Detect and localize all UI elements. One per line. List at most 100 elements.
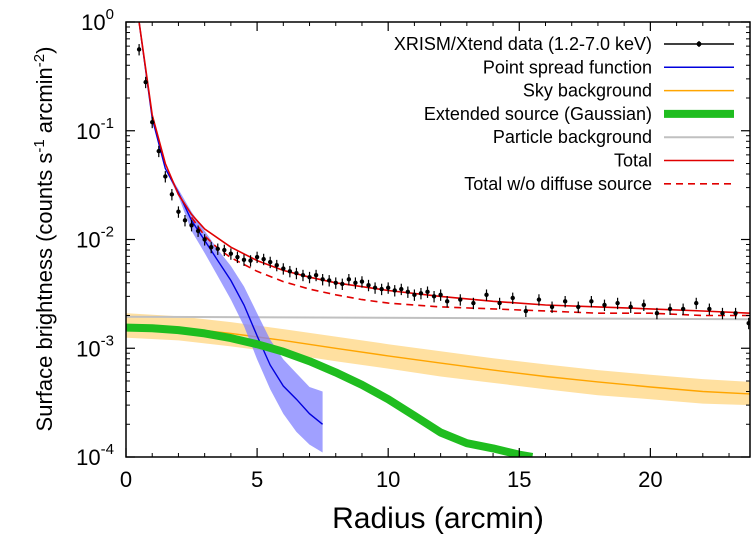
legend-label-extended-source-gaussian: Extended source (Gaussian)	[424, 104, 652, 124]
data-point	[143, 79, 148, 85]
y-axis-title-sup1: -1	[31, 139, 48, 152]
data-point	[300, 272, 306, 278]
y-axis-title: Surface brightness (counts s-1 arcmin-2)	[31, 47, 58, 432]
y-tick-label: 10-1	[76, 115, 114, 144]
y-tick-label: 10-4	[76, 441, 114, 470]
data-point	[235, 254, 240, 260]
data-point	[202, 237, 207, 242]
legend-swatch-point	[696, 41, 702, 47]
data-point	[320, 277, 325, 282]
data-point	[589, 299, 594, 304]
total-w-o-diffuse-source-line	[190, 216, 750, 317]
data-point	[733, 311, 738, 316]
data-point	[523, 308, 529, 314]
x-tick-label: 0	[120, 467, 132, 492]
data-point	[215, 246, 220, 252]
x-tick-label: 20	[638, 467, 662, 492]
x-tick-label: 10	[376, 467, 400, 492]
data-point	[182, 218, 188, 223]
y-tick-label: 100	[81, 6, 114, 35]
data-point	[254, 254, 260, 260]
data-point	[667, 306, 673, 312]
particle-background-line	[126, 315, 750, 321]
sky-background-line	[126, 323, 750, 395]
data-point	[261, 256, 266, 262]
data-point	[720, 311, 725, 316]
data-point	[281, 266, 286, 271]
data-point	[294, 270, 299, 276]
legend-label-point-spread-function: Point spread function	[483, 57, 652, 77]
data-point	[562, 299, 568, 304]
point-spread-function-band	[139, 22, 323, 453]
point-spread-function-line	[138, 22, 324, 425]
extended-source-gaussian-line	[126, 323, 534, 457]
data-point	[379, 286, 384, 292]
plot-area	[126, 22, 750, 457]
data-point	[628, 304, 633, 310]
data-point	[136, 47, 142, 52]
data-point	[372, 285, 378, 290]
data-point	[156, 148, 161, 154]
data-point	[274, 263, 279, 268]
y-tick-label: 10-2	[76, 224, 114, 253]
x-tick-label: 15	[507, 467, 531, 492]
y-axis-title-mid: arcmin	[32, 67, 57, 139]
data-point	[248, 258, 253, 263]
data-point	[510, 295, 515, 301]
data-point	[287, 269, 293, 274]
data-point	[654, 311, 660, 316]
legend-label-particle-background: Particle background	[493, 127, 652, 147]
data-point	[228, 251, 234, 256]
data-point	[385, 285, 391, 290]
data-point	[680, 306, 686, 312]
legend-label-total-w-o-diffuse-source: Total w/o diffuse source	[464, 174, 652, 194]
data-point	[195, 228, 201, 234]
data-point	[340, 281, 345, 287]
data-point	[694, 300, 699, 306]
data-point	[326, 278, 332, 283]
legend-label-total: Total	[614, 151, 652, 171]
data-point	[471, 300, 476, 306]
axis-ticks: 0 5 10 15 20 10-4 10-3 10-2 10-1 100	[76, 6, 750, 492]
y-tick-label: 10-3	[76, 332, 114, 361]
data-point	[444, 299, 450, 304]
data-point	[399, 286, 404, 292]
data-point	[150, 119, 155, 125]
y-axis-title-end: )	[32, 47, 57, 54]
data-point	[484, 292, 489, 298]
data-point	[366, 282, 371, 288]
data-point	[333, 280, 338, 285]
data-point	[602, 302, 607, 308]
data-point	[313, 272, 319, 278]
data-point	[268, 259, 273, 265]
data-point	[412, 292, 417, 298]
data-point	[497, 300, 502, 306]
legend-label-sky-background: Sky background	[523, 81, 652, 101]
data-point	[392, 288, 397, 293]
data-point	[359, 279, 365, 284]
data-point	[418, 291, 424, 296]
x-axis-title: Radius (arcmin)	[332, 502, 544, 535]
legend: XRISM/Xtend data (1.2-7.0 keV) Point spre…	[394, 34, 734, 194]
data-point	[189, 223, 194, 228]
y-axis-title-sup2: -2	[31, 54, 48, 67]
data-point	[209, 244, 214, 250]
data-point	[641, 302, 647, 308]
data-point	[576, 304, 581, 310]
data-point	[536, 297, 542, 302]
data-point	[346, 277, 352, 282]
data-point	[353, 280, 358, 285]
data-point	[615, 300, 620, 306]
data-point	[425, 289, 430, 295]
data-point	[169, 192, 175, 197]
legend-label-xrism-xtend-data-1-2-7-0-kev: XRISM/Xtend data (1.2-7.0 keV)	[394, 34, 652, 54]
data-point	[549, 304, 555, 310]
data-point	[307, 275, 312, 280]
data-point	[707, 306, 712, 312]
data-point	[431, 294, 437, 299]
x-tick-label: 5	[251, 467, 263, 492]
data-point	[176, 209, 181, 214]
y-axis-title-main: Surface brightness (counts s	[32, 153, 57, 432]
data-point	[222, 247, 227, 253]
